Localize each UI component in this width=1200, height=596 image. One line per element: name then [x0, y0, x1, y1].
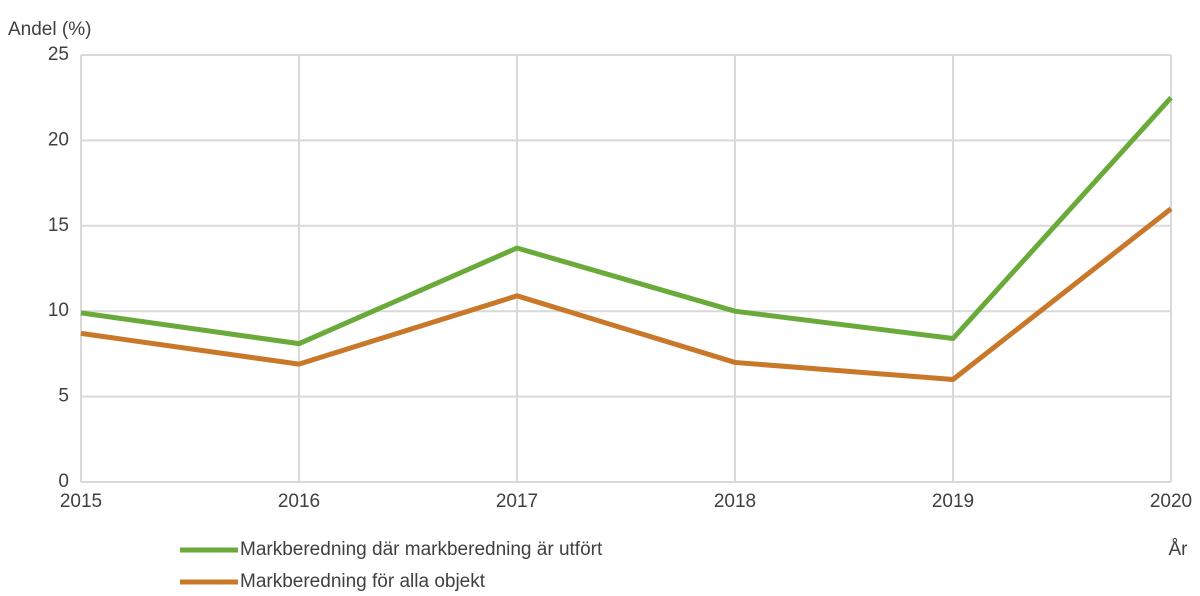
y-tick-label: 15 [48, 215, 69, 236]
x-tick-label: 2020 [1150, 491, 1192, 512]
y-tick-label: 5 [58, 386, 69, 407]
x-tick-label: 2016 [278, 491, 320, 512]
x-tick-label: 2018 [714, 491, 756, 512]
x-axis-label: År [1169, 539, 1189, 560]
x-tick-label: 2015 [60, 491, 102, 512]
x-tick-label: 2019 [932, 491, 974, 512]
y-tick-label: 20 [48, 129, 69, 150]
y-tick-label: 25 [48, 44, 69, 65]
legend-label: Markberedning för alla objekt [240, 571, 486, 592]
y-axis-label: Andel (%) [8, 19, 91, 40]
series-line [80, 96, 1173, 347]
y-tick-label: 0 [58, 471, 69, 492]
x-tick-label: 2017 [496, 491, 538, 512]
series-line [80, 206, 1173, 383]
y-tick-label: 10 [48, 300, 69, 321]
legend-label: Markberedning där markberedning är utför… [240, 539, 603, 560]
